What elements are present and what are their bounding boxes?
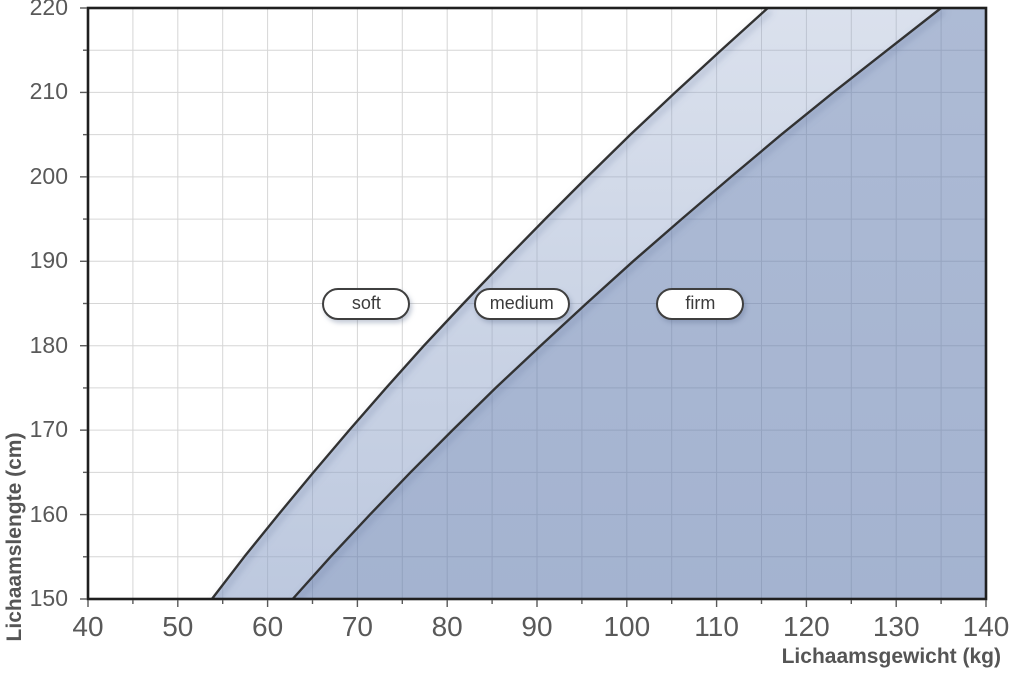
x-tick-label: 60: [252, 611, 284, 642]
y-tick-label: 180: [29, 331, 68, 358]
x-tick-label: 90: [521, 611, 553, 642]
plot-border: [86, 6, 988, 601]
region-label-firm: firm: [656, 287, 745, 320]
x-tick-label: 140: [962, 611, 1009, 642]
firm-region-fill: [292, 8, 986, 599]
x-tick-label: 110: [694, 611, 739, 642]
y-tick-label: 150: [29, 584, 68, 611]
x-tick-label: 70: [341, 611, 373, 642]
y-axis-title: Lichaamslengte (cm): [3, 432, 26, 642]
soft-medium-boundary-line: [210, 8, 769, 599]
x-axis-title: Lichaamsgewicht (kg): [781, 645, 1001, 668]
y-tick-label: 190: [29, 247, 68, 274]
region-label-soft: soft: [322, 287, 411, 320]
y-tick-label: 200: [29, 162, 68, 189]
y-tick-label: 170: [29, 416, 68, 443]
x-tick-label: 40: [72, 611, 104, 642]
x-tick-label: 80: [431, 611, 463, 642]
medium-firm-boundary-line: [291, 8, 942, 599]
x-tick-label: 120: [783, 611, 830, 642]
filled-regions: [210, 8, 986, 599]
y-tick-label: 160: [29, 500, 68, 527]
y-tick-label: 210: [29, 78, 68, 105]
tick-marks: [80, 7, 987, 607]
x-tick-label: 50: [162, 611, 194, 642]
region-label-medium: medium: [473, 287, 570, 320]
x-tick-label: 100: [603, 611, 651, 642]
x-tick-label: 130: [872, 611, 920, 642]
medium-region-fill: [211, 8, 942, 599]
y-tick-label: 220: [29, 0, 68, 20]
